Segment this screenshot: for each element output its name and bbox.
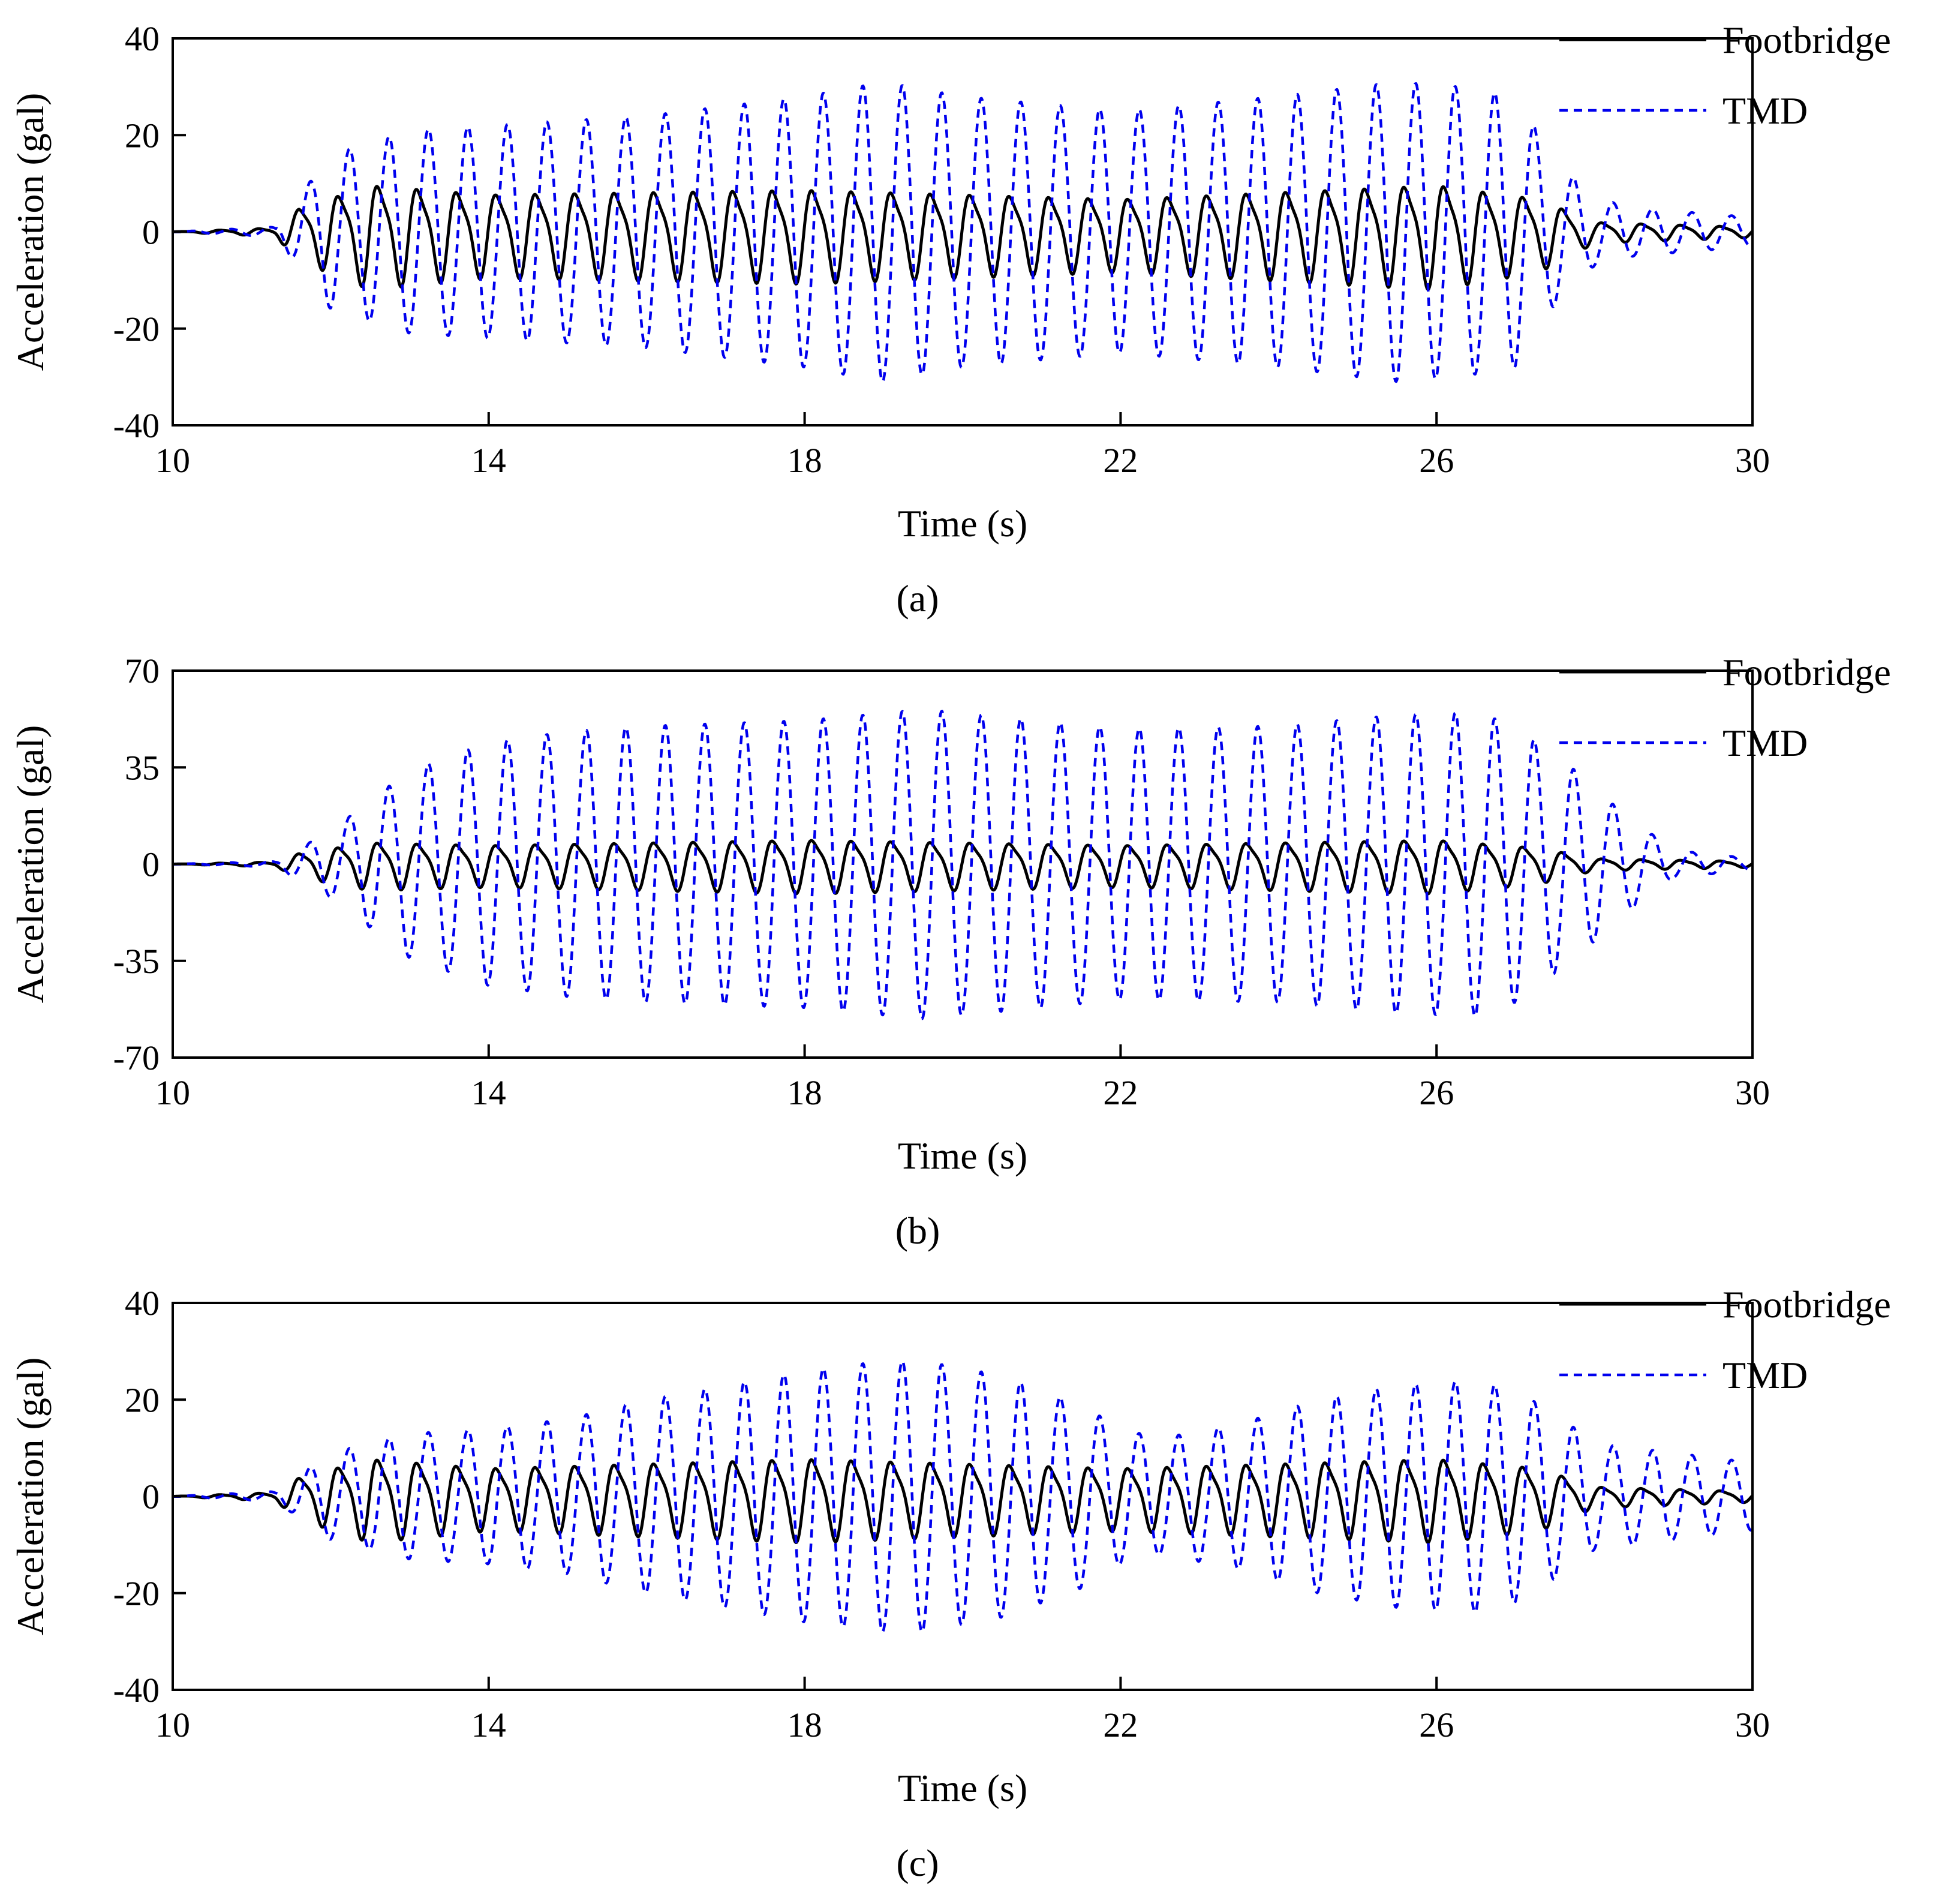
legend-label-footbridge: Footbridge bbox=[1722, 651, 1891, 693]
series-line-tmd bbox=[172, 82, 1753, 383]
legend-label-tmd: TMD bbox=[1722, 89, 1808, 132]
y-tick-label: 40 bbox=[125, 19, 160, 58]
panel-c: 10 14 18 22 26 30 -40 -20 0 20 40 Time (s) Accelerat… bbox=[9, 1283, 1891, 1884]
x-tick-label: 10 bbox=[155, 1705, 190, 1744]
y-tick-label: 70 bbox=[125, 651, 160, 690]
y-tick-label: 0 bbox=[142, 213, 160, 252]
legend-label-footbridge: Footbridge bbox=[1722, 1283, 1891, 1326]
y-tick-label: -40 bbox=[113, 406, 160, 445]
y-tick-label: 0 bbox=[142, 845, 160, 884]
y-axis-title: Acceleration (gal) bbox=[9, 725, 52, 1004]
panel-b: 10 14 18 22 26 30 -70 -35 0 35 70 Time (s) Accelerat… bbox=[9, 651, 1891, 1252]
series-line-footbridge bbox=[172, 839, 1754, 896]
panel-caption: (b) bbox=[895, 1209, 940, 1252]
x-axis-title: Time (s) bbox=[898, 1767, 1027, 1809]
x-tick-label: 14 bbox=[471, 1705, 506, 1744]
y-tick-label: -70 bbox=[113, 1038, 160, 1077]
y-tick-label: -20 bbox=[113, 1574, 160, 1613]
series-line-tmd bbox=[172, 710, 1753, 1020]
legend-label-tmd: TMD bbox=[1722, 722, 1808, 764]
y-tick-label: -35 bbox=[113, 942, 160, 981]
x-tick-label: 14 bbox=[471, 441, 506, 480]
series-line-footbridge bbox=[172, 185, 1754, 292]
panels: 10 14 18 22 26 30 -40 -20 0 20 40 Time (s) Accelerat… bbox=[9, 19, 1891, 1884]
y-axis-title: Acceleration (gal) bbox=[9, 93, 52, 371]
x-tick-label: 18 bbox=[787, 1705, 822, 1744]
y-tick-label: -20 bbox=[113, 310, 160, 349]
x-axis-title: Time (s) bbox=[898, 1134, 1027, 1177]
x-tick-label: 26 bbox=[1419, 1073, 1454, 1112]
x-tick-label: 26 bbox=[1419, 1705, 1454, 1744]
legend: Footbridge TMD bbox=[1559, 651, 1891, 764]
x-axis-title: Time (s) bbox=[898, 502, 1027, 545]
series-line-tmd bbox=[172, 1359, 1754, 1633]
panel-caption: (a) bbox=[896, 577, 939, 620]
x-tick-label: 30 bbox=[1735, 1705, 1770, 1744]
legend-label-tmd: TMD bbox=[1722, 1354, 1808, 1397]
x-tick-label: 10 bbox=[155, 441, 190, 480]
y-axis-title: Acceleration (gal) bbox=[9, 1358, 52, 1636]
legend: Footbridge TMD bbox=[1559, 1283, 1891, 1397]
legend: Footbridge TMD bbox=[1559, 19, 1891, 132]
x-tick-label: 22 bbox=[1103, 441, 1138, 480]
panel-a: 10 14 18 22 26 30 -40 -20 0 20 40 Time (s) Accelerat… bbox=[9, 19, 1891, 620]
x-tick-label: 18 bbox=[787, 441, 822, 480]
y-tick-label: 35 bbox=[125, 748, 160, 787]
x-tick-label: 30 bbox=[1735, 1073, 1770, 1112]
panel-caption: (c) bbox=[896, 1842, 939, 1884]
series-line-footbridge bbox=[172, 1458, 1754, 1544]
x-tick-label: 18 bbox=[787, 1073, 822, 1112]
x-tick-label: 26 bbox=[1419, 441, 1454, 480]
legend-label-footbridge: Footbridge bbox=[1722, 19, 1891, 61]
x-tick-label: 30 bbox=[1735, 441, 1770, 480]
y-tick-label: 20 bbox=[125, 116, 160, 155]
y-tick-label: 0 bbox=[142, 1477, 160, 1516]
x-tick-label: 10 bbox=[155, 1073, 190, 1112]
x-tick-label: 22 bbox=[1103, 1705, 1138, 1744]
y-tick-label: 20 bbox=[125, 1380, 160, 1419]
y-tick-label: 40 bbox=[125, 1284, 160, 1323]
y-tick-label: -40 bbox=[113, 1671, 160, 1710]
x-tick-label: 14 bbox=[471, 1073, 506, 1112]
x-tick-label: 22 bbox=[1103, 1073, 1138, 1112]
